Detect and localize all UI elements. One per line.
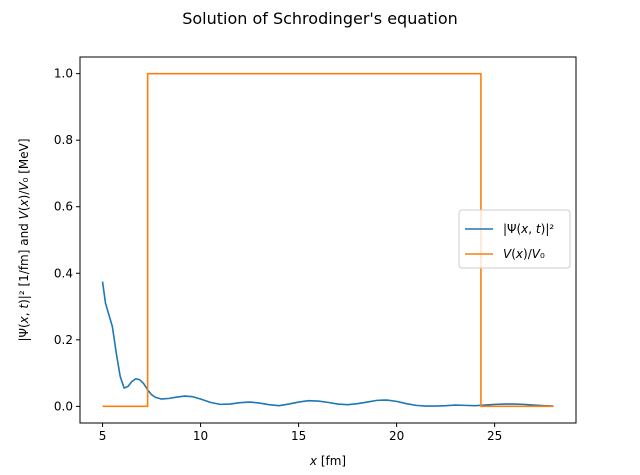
x-tick-label: 20 [389,429,404,443]
legend-label-psi: |Ψ(x, t)|² [503,222,554,236]
legend-label-potential: V(x)/V₀ [503,247,545,261]
x-tick-label: 10 [193,429,208,443]
y-tick-label: 0.0 [54,399,73,413]
y-tick-label: 0.8 [54,133,73,147]
y-tick-label: 0.2 [54,333,73,347]
plot-spines [79,56,577,424]
chart-title: Solution of Schrodinger's equation [182,9,458,28]
legend: |Ψ(x, t)|² V(x)/V₀ [458,209,571,269]
x-axis-ticks: 5 10 15 20 25 [99,423,502,443]
x-tick-label: 5 [99,429,107,443]
y-tick-label: 1.0 [54,67,73,81]
y-axis-ticks: 0.0 0.2 0.4 0.6 0.8 1.0 [54,67,80,413]
x-tick-label: 25 [487,429,502,443]
y-tick-label: 0.4 [54,266,73,280]
x-tick-label: 15 [291,429,306,443]
x-axis-label: x [fm] [309,454,346,468]
y-tick-label: 0.6 [54,200,73,214]
series-line-potential [102,72,554,408]
y-axis-label: |Ψ(x, t)|² [1/fm] and V(x)/V₀ [MeV] [17,138,31,341]
series-line-psi [101,281,554,407]
